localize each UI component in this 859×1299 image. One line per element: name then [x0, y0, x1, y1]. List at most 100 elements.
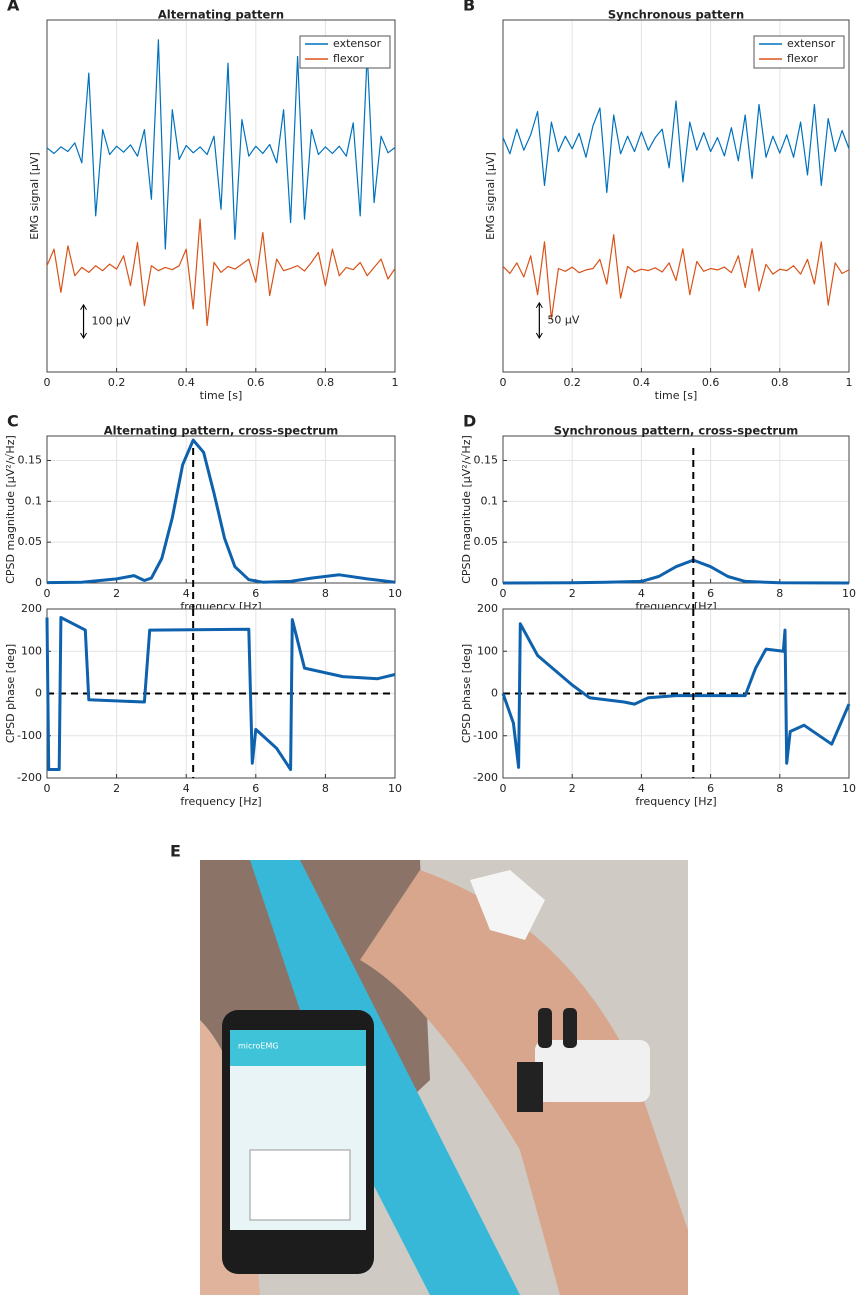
electrode	[470, 870, 545, 940]
x-tick-label: 2	[113, 782, 120, 795]
x-axis-label: time [s]	[200, 389, 243, 402]
y-tick-label: 0	[35, 576, 42, 589]
strap	[517, 1062, 543, 1112]
y-tick-label: 0.1	[25, 494, 43, 507]
x-tick-label: 2	[113, 587, 120, 600]
panel-label: C	[7, 412, 19, 431]
legend-label: extensor	[787, 37, 836, 50]
scale-bar-arrow	[80, 303, 87, 339]
app-bar	[230, 1030, 366, 1066]
legend-box	[753, 35, 845, 69]
plot-area	[503, 20, 849, 372]
x-axis-label: time [s]	[655, 389, 698, 402]
plot-area	[47, 20, 395, 372]
x-tick-label: 0.6	[702, 376, 720, 389]
plot-area	[503, 436, 849, 583]
chart-title: Synchronous pattern, cross-spectrum	[554, 424, 799, 438]
x-tick-label: 4	[183, 587, 190, 600]
series-line	[46, 39, 396, 250]
legend-box	[299, 35, 391, 69]
y-tick-label: 0.05	[18, 535, 43, 548]
y-tick-label: 0	[35, 687, 42, 700]
panel-label: A	[7, 0, 20, 15]
plot-frame	[46, 19, 396, 373]
scale-bar-label: 100 μV	[92, 314, 131, 327]
panel-label: E	[170, 842, 181, 861]
x-tick-label: 10	[842, 782, 856, 795]
x-tick-label: 0.4	[633, 376, 651, 389]
x-tick-label: 4	[638, 587, 645, 600]
y-tick-label: -200	[473, 771, 498, 784]
x-axis-label: frequency [Hz]	[635, 795, 716, 808]
y-tick-label: 0.05	[474, 535, 499, 548]
y-axis-label: CPSD phase [deg]	[460, 644, 473, 743]
device	[535, 1040, 650, 1102]
x-tick-label: 0.2	[563, 376, 581, 389]
x-tick-label: 0.8	[317, 376, 335, 389]
app-title: microEMG	[238, 1042, 279, 1051]
x-tick-label: 2	[569, 782, 576, 795]
y-tick-label: 100	[21, 644, 42, 657]
x-tick-label: 6	[707, 587, 714, 600]
x-tick-label: 0.4	[177, 376, 195, 389]
y-tick-label: 0	[491, 687, 498, 700]
x-tick-label: 1	[392, 376, 399, 389]
y-tick-label: 200	[21, 602, 42, 615]
x-tick-label: 8	[776, 587, 783, 600]
x-tick-label: 0	[44, 782, 51, 795]
y-axis-label: EMG signal [μV]	[28, 152, 41, 240]
connector	[538, 1008, 552, 1048]
photo: microEMG E	[170, 842, 688, 1295]
connector	[563, 1008, 577, 1048]
y-axis-label: CPSD magnitude [μV²/√Hz]	[460, 435, 473, 584]
x-tick-label: 10	[388, 587, 402, 600]
y-tick-label: -100	[473, 729, 498, 742]
plot-area	[47, 436, 395, 583]
y-tick-label: -100	[17, 729, 42, 742]
series-line	[502, 100, 850, 194]
series-line	[45, 616, 396, 771]
series-line	[46, 218, 396, 327]
x-tick-label: 1	[846, 376, 853, 389]
legend-label: flexor	[333, 52, 364, 65]
x-tick-label: 0.2	[108, 376, 126, 389]
y-axis-label: CPSD magnitude [μV²/√Hz]	[4, 435, 17, 584]
plot-frame	[502, 19, 850, 373]
scale-bar-arrow	[535, 301, 543, 339]
plot-frame	[46, 435, 396, 584]
x-tick-label: 0	[500, 587, 507, 600]
y-tick-label: 0	[491, 576, 498, 589]
x-tick-label: 0.8	[771, 376, 789, 389]
y-tick-label: 0.1	[481, 494, 499, 507]
panel-label: B	[463, 0, 475, 15]
x-axis-label: frequency [Hz]	[180, 795, 261, 808]
app-chart	[249, 1149, 351, 1221]
plot-frame	[502, 435, 850, 584]
legend-label: flexor	[787, 52, 818, 65]
series-line	[46, 438, 396, 585]
x-tick-label: 0.6	[247, 376, 265, 389]
x-tick-label: 8	[322, 782, 329, 795]
panel-label: D	[463, 412, 476, 431]
x-tick-label: 4	[638, 782, 645, 795]
x-tick-label: 4	[183, 782, 190, 795]
x-tick-label: 0	[500, 782, 507, 795]
x-tick-label: 6	[707, 782, 714, 795]
y-tick-label: 0.15	[474, 454, 499, 467]
chart-title: Synchronous pattern	[608, 8, 744, 22]
x-tick-label: 0	[44, 376, 51, 389]
series-line	[502, 234, 850, 320]
x-tick-label: 8	[322, 587, 329, 600]
series-line	[502, 558, 850, 585]
x-tick-label: 0	[44, 587, 51, 600]
chart-title: Alternating pattern, cross-spectrum	[104, 424, 339, 438]
chart-title: Alternating pattern	[158, 8, 284, 22]
x-tick-label: 0	[500, 376, 507, 389]
x-tick-label: 6	[252, 587, 259, 600]
chair	[250, 860, 520, 1295]
x-tick-label: 10	[842, 587, 856, 600]
y-axis-label: EMG signal [μV]	[484, 152, 497, 240]
x-tick-label: 2	[569, 587, 576, 600]
y-tick-label: 0.15	[18, 454, 43, 467]
